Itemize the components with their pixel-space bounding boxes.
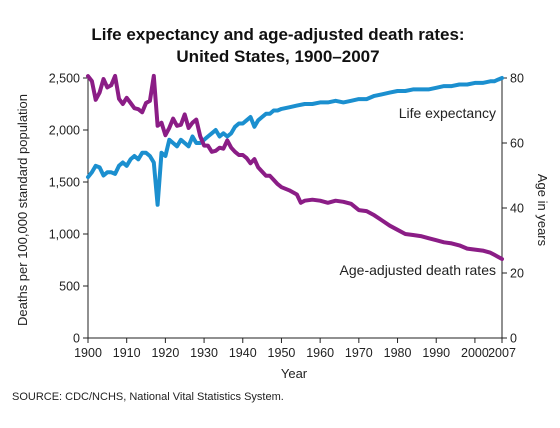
series-label-life-expectancy: Life expectancy: [399, 105, 496, 121]
right-tick-label: 0: [510, 332, 517, 346]
left-tick-label: 2,000: [49, 124, 80, 138]
left-tick-label: 1,000: [49, 228, 80, 242]
right-tick-label: 40: [510, 202, 524, 216]
left-tick-label: 1,500: [49, 176, 80, 190]
series-label-death-rates: Age-adjusted death rates: [340, 262, 496, 278]
x-tick-label: 1930: [190, 346, 218, 360]
series-line-age-adjusted-death-rates: [86, 73, 504, 261]
x-axis-label: Year: [281, 366, 308, 381]
x-tick-label: 1970: [345, 346, 373, 360]
x-tick-label: 1980: [384, 346, 412, 360]
left-tick-label: 0: [73, 332, 80, 346]
chart-title-line-2: United States, 1900–2007: [176, 47, 379, 66]
right-axis-ticks: 0 20 40 60 80: [502, 72, 524, 346]
left-tick-label: 500: [59, 280, 80, 294]
x-tick-label: 1940: [229, 346, 257, 360]
left-tick-label: 2,500: [49, 72, 80, 86]
x-tick-label: 2007: [488, 346, 516, 360]
chart-title-line-1: Life expectancy and age-adjusted death r…: [91, 25, 464, 44]
x-tick-label: 1950: [268, 346, 296, 360]
right-tick-label: 80: [510, 72, 524, 86]
x-tick-label: 1920: [151, 346, 179, 360]
right-tick-label: 60: [510, 137, 524, 151]
series-lines: [86, 73, 504, 261]
x-tick-label: 1960: [306, 346, 334, 360]
series-line-life-expectancy: [86, 76, 504, 207]
left-axis-ticks: 0 500 1,000 1,500 2,000 2,500: [49, 72, 88, 346]
x-tick-label: 1910: [113, 346, 141, 360]
x-tick-label: 1900: [74, 346, 102, 360]
right-axis-label: Age in years: [535, 174, 550, 247]
right-tick-label: 20: [510, 267, 524, 281]
x-tick-label: 1990: [422, 346, 450, 360]
source-note: SOURCE: CDC/NCHS, National Vital Statist…: [12, 391, 284, 403]
x-axis-ticks: 1900 1910 1920 1930 1940 1950 1960 1970 1980 1990…: [74, 338, 516, 360]
left-axis-label: Deaths per 100,000 standard population: [15, 94, 30, 326]
x-tick-label: 2000: [461, 346, 489, 360]
